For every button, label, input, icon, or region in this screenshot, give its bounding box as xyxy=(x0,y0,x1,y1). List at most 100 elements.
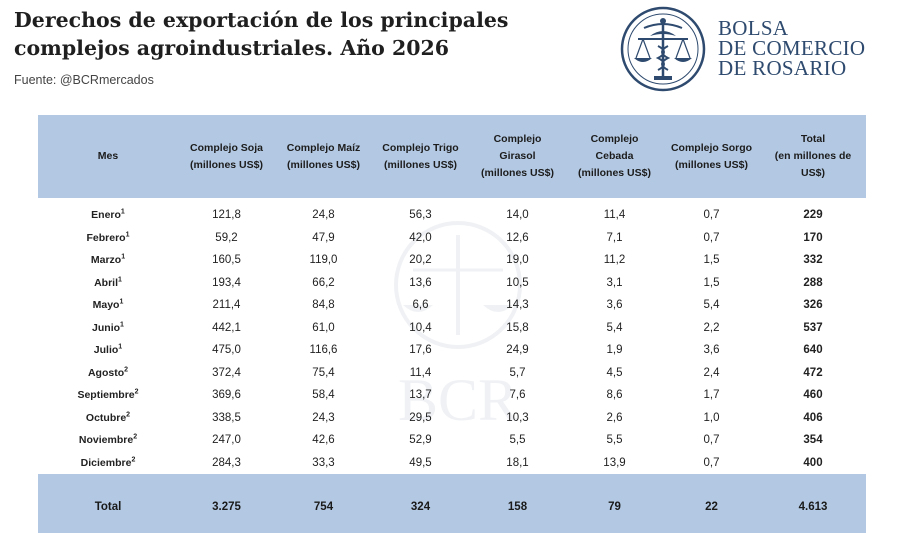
total-cell: 640 xyxy=(803,344,823,357)
footnote-marker: 1 xyxy=(120,208,125,216)
total-cell: 326 xyxy=(803,299,823,312)
value-cell: 3,6 xyxy=(703,344,720,357)
column-header: Mes xyxy=(38,115,178,198)
watermark-text: BCR xyxy=(398,367,518,433)
column-header-text: (millones US$) xyxy=(384,158,457,171)
value-cell: 211,4 xyxy=(212,299,241,312)
value-cell: 7,6 xyxy=(509,389,526,402)
month-label: Octubre xyxy=(85,411,127,424)
total-cell: 288 xyxy=(803,276,823,289)
footnote-marker: 1 xyxy=(118,276,122,284)
value-cell: 1,5 xyxy=(703,254,720,267)
source-note: Fuente: @BCRmercados xyxy=(14,73,154,87)
column-header-text: US$) xyxy=(801,167,825,179)
month-cell: Mayo1 xyxy=(38,294,178,317)
value-cell: 13,7 xyxy=(409,389,432,402)
logo-wordmark: BOLSA DE COMERCIO DE ROSARIO xyxy=(718,18,866,80)
footnote-marker: 1 xyxy=(125,231,130,239)
value-cell: 42,6 xyxy=(312,434,335,447)
page-title: Derechos de exportación de los principal… xyxy=(14,6,574,62)
month-label: Febrero xyxy=(86,231,126,244)
month-label: Agosto xyxy=(87,366,125,379)
total-cell: 537 xyxy=(803,321,823,334)
footnote-marker: 1 xyxy=(120,321,124,329)
table-row: Diciembre2 284,3 33,3 49,5 18,1 13,9 0,7 400 xyxy=(38,452,866,475)
column-header: Complejo Soja (millones US$) xyxy=(178,115,275,198)
table-row: Mayo1 211,4 84,8 6,6 14,3 3,6 5,4 326 xyxy=(38,294,866,317)
column-header: Complejo Maíz (millones US$) xyxy=(275,115,372,198)
column-header-text: Complejo Trigo xyxy=(382,141,459,154)
total-cell: 406 xyxy=(803,411,823,424)
value-cell: 3,1 xyxy=(606,276,623,289)
value-cell: 1,0 xyxy=(703,411,720,424)
value-cell: 121,8 xyxy=(212,209,241,222)
value-cell: 5,4 xyxy=(606,321,623,334)
value-cell: 10,5 xyxy=(506,276,529,289)
value-cell: 0,7 xyxy=(703,209,720,222)
bcr-watermark: BCR xyxy=(394,221,522,433)
column-header-text: Mes xyxy=(97,150,119,162)
value-cell: 475,0 xyxy=(212,344,241,357)
value-cell: 66,2 xyxy=(312,276,335,289)
value-cell: 0,7 xyxy=(703,456,720,469)
table-row: Junio1 442,1 61,0 10,4 15,8 5,4 2,2 537 xyxy=(38,317,866,340)
footnote-marker: 2 xyxy=(131,456,136,464)
logo-line-3: DE ROSARIO xyxy=(718,56,847,80)
value-cell: 29,5 xyxy=(409,411,432,424)
value-cell: 15,8 xyxy=(506,321,529,334)
column-header: Complejo Cebada (millones US$) xyxy=(566,115,663,198)
value-cell: 24,9 xyxy=(506,344,529,357)
column-header-text: Total xyxy=(800,133,826,145)
month-cell: Marzo1 xyxy=(38,249,178,272)
column-header-text: Complejo xyxy=(493,133,542,145)
total-cell: 354 xyxy=(803,434,823,447)
value-cell: 7,1 xyxy=(606,231,623,244)
value-cell: 13,6 xyxy=(409,276,432,289)
value-cell: 33,3 xyxy=(312,456,335,469)
table-row: Abril1 193,4 66,2 13,6 10,5 3,1 1,5 288 xyxy=(38,272,866,295)
bcr-logo: BOLSA DE COMERCIO DE ROSARIO xyxy=(620,6,890,96)
value-cell: 14,0 xyxy=(506,209,529,222)
column-header-text: (millones US$) xyxy=(675,158,748,171)
value-cell: 4,5 xyxy=(606,366,623,379)
footnote-marker: 1 xyxy=(118,343,123,351)
month-label: Mayo xyxy=(92,299,120,312)
table-row: Octubre2 338,5 24,3 29,5 10,3 2,6 1,0 406 xyxy=(38,407,866,430)
footnote-marker: 2 xyxy=(133,433,138,441)
value-cell: 42,0 xyxy=(409,231,432,244)
value-cell: 18,1 xyxy=(506,456,529,469)
table-row: Febrero1 59,2 47,9 42,0 12,6 7,1 0,7 170 xyxy=(38,227,866,250)
total-value-cell: 158 xyxy=(469,474,566,533)
column-header-text: Complejo Maíz xyxy=(286,141,361,154)
footnote-marker: 2 xyxy=(126,411,131,419)
month-label: Junio xyxy=(92,321,121,334)
title-line-2: complejos agroindustriales. Año 2026 xyxy=(14,36,450,60)
value-cell: 11,2 xyxy=(603,254,626,267)
value-cell: 2,6 xyxy=(606,411,623,424)
logo-line-2: DE COMERCIO xyxy=(718,36,866,60)
month-cell: Septiembre2 xyxy=(38,384,178,407)
value-cell: 49,5 xyxy=(409,456,432,469)
value-cell: 442,1 xyxy=(212,321,241,334)
table-header-row: Mes Complejo Soja (millones US$) Complejo M… xyxy=(38,115,866,198)
column-header: Complejo Sorgo (millones US$) xyxy=(663,115,760,198)
column-header-text: (en millones de xyxy=(774,150,852,162)
value-cell: 160,5 xyxy=(212,254,241,267)
value-cell: 84,8 xyxy=(312,299,335,312)
month-cell: Octubre2 xyxy=(38,407,178,430)
value-cell: 59,2 xyxy=(215,231,238,244)
value-cell: 369,6 xyxy=(212,389,241,402)
month-cell: Noviembre2 xyxy=(38,429,178,452)
total-cell: 229 xyxy=(803,209,823,222)
column-header-text: Cebada xyxy=(595,150,634,162)
total-value-cell: 3.275 xyxy=(178,474,275,533)
value-cell: 116,6 xyxy=(309,344,338,357)
value-cell: 119,0 xyxy=(309,254,338,267)
month-cell: Abril1 xyxy=(38,272,178,295)
table-row: Agosto2 372,4 75,4 11,4 5,7 4,5 2,4 472 xyxy=(38,362,866,385)
footnote-marker: 1 xyxy=(119,298,124,306)
table-total-row: Total 3.275 754 324 158 79 22 4.613 xyxy=(38,474,866,533)
column-header-text: (millones US$) xyxy=(481,167,554,179)
total-cell: 400 xyxy=(803,456,823,469)
export-duties-table-wrapper: BCR Mes Complejo Soja (millones US$) Comple… xyxy=(38,115,866,533)
